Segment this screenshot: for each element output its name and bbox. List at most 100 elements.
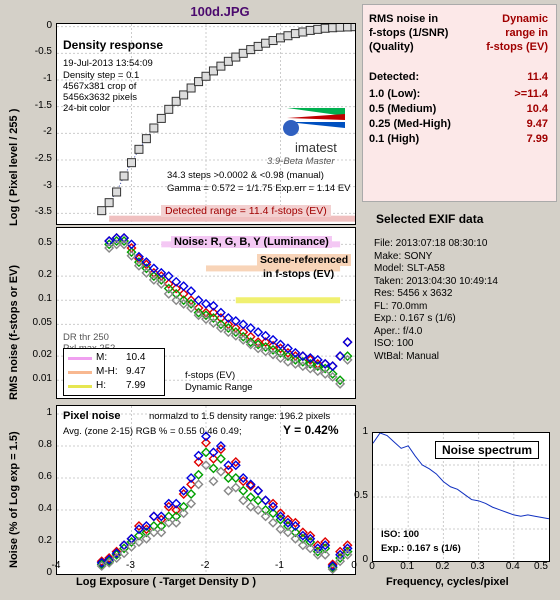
data-point [253,485,264,496]
dr-row-value: 10.4 [526,103,548,115]
data-point [111,549,122,560]
pixel-ytick: 0.4 [38,503,52,514]
data-point [201,71,211,81]
data-point [156,511,167,522]
data-point [290,354,301,365]
data-point [297,540,308,551]
data-point [193,307,204,318]
data-point [268,498,279,509]
data-point [186,479,197,490]
data-point [112,187,122,197]
data-point [104,198,114,208]
data-point [215,453,226,464]
exif-row: ISO: 100 [374,338,414,349]
data-point [282,517,293,528]
data-point [223,56,233,66]
data-point [245,481,256,491]
density-color: 24-bit color [63,103,110,114]
density-ytick: -3.5 [34,206,52,218]
data-point [230,327,241,338]
data-point [215,466,226,477]
rms-ytick: 0.1 [38,293,52,305]
exif-row: Model: SLT-A58 [374,263,445,274]
pixel-ytick: 0.6 [38,471,52,482]
dr-threshold: DR thr 250 [63,332,109,343]
dr-header-1b: f-stops (1/SNR) [369,27,449,39]
data-point [171,505,182,515]
data-point [193,295,204,306]
dr-legend-label: M: [96,352,108,363]
data-point [327,559,338,570]
spectrum-line [373,433,549,520]
density-title: Density response [63,38,164,52]
data-point [290,533,301,544]
exif-row: File: 2013:07:18 08:30:10 [374,238,488,249]
data-point [335,24,345,32]
data-point [245,479,256,490]
data-point [171,96,181,106]
dr-row-label: 0.25 (Med-High) [369,118,451,130]
data-point [230,473,241,483]
pixel-ytick: 0 [46,567,52,578]
spectrum-ytick: 1 [362,426,368,437]
data-point [231,52,241,62]
data-point [119,233,130,243]
data-point [156,267,167,278]
data-point [260,511,271,522]
spectrum-xtick: 0.3 [470,561,485,572]
spectrum-xtick: 0.2 [435,561,450,572]
data-point [335,549,346,560]
rms-ytick: 0.02 [32,349,52,361]
dr-legend-swatch [68,385,92,388]
density-ytick: -1 [43,73,52,84]
pixel-title: Pixel noise [63,410,121,422]
data-point [253,343,264,354]
data-point [149,123,159,133]
data-point [141,521,152,531]
data-point [186,83,196,93]
data-point [275,347,286,358]
data-point [178,298,189,309]
data-point [97,206,107,216]
data-point [193,457,204,467]
data-point [178,508,189,519]
dr-row-label: Detected: [369,71,420,83]
data-point [163,498,174,509]
exif-row: Aper.: f/4.0 [374,325,423,337]
dr-header-1c: (Quality) [369,41,414,53]
imatest-brand: imatest [295,140,337,155]
data-point [215,441,226,451]
data-point [163,288,174,299]
data-point [305,358,316,369]
dr-legend-value: 9.47 [126,366,146,377]
data-point [290,517,301,528]
data-point [260,505,271,515]
data-point [201,298,211,309]
logo-mark [283,108,345,136]
data-point [268,508,279,519]
data-point [245,492,256,503]
data-point [238,331,249,342]
data-point [223,485,234,496]
density-panel: Density response 19-Jul-2013 13:54:09 De… [56,23,356,225]
data-point [156,113,166,123]
data-point [133,521,144,531]
dr-header-2b: range in [505,27,548,39]
data-point [290,527,301,538]
density-gamma: Gamma = 0.572 = 1/1.75 Exp.err = 1.14 EV [167,183,351,194]
data-point [186,298,197,309]
data-point [230,482,241,493]
data-point [305,530,316,541]
dr-legend-label: H: [96,380,106,391]
data-point [342,543,353,554]
data-point [253,505,264,515]
data-point [164,104,174,114]
data-point [201,307,211,318]
data-point [305,543,316,554]
data-point [127,158,136,168]
fstops-label: f-stops (EV) [185,370,236,381]
data-point [186,489,197,499]
data-point [268,36,278,46]
data-point [245,501,256,512]
rms-plot [57,233,355,389]
